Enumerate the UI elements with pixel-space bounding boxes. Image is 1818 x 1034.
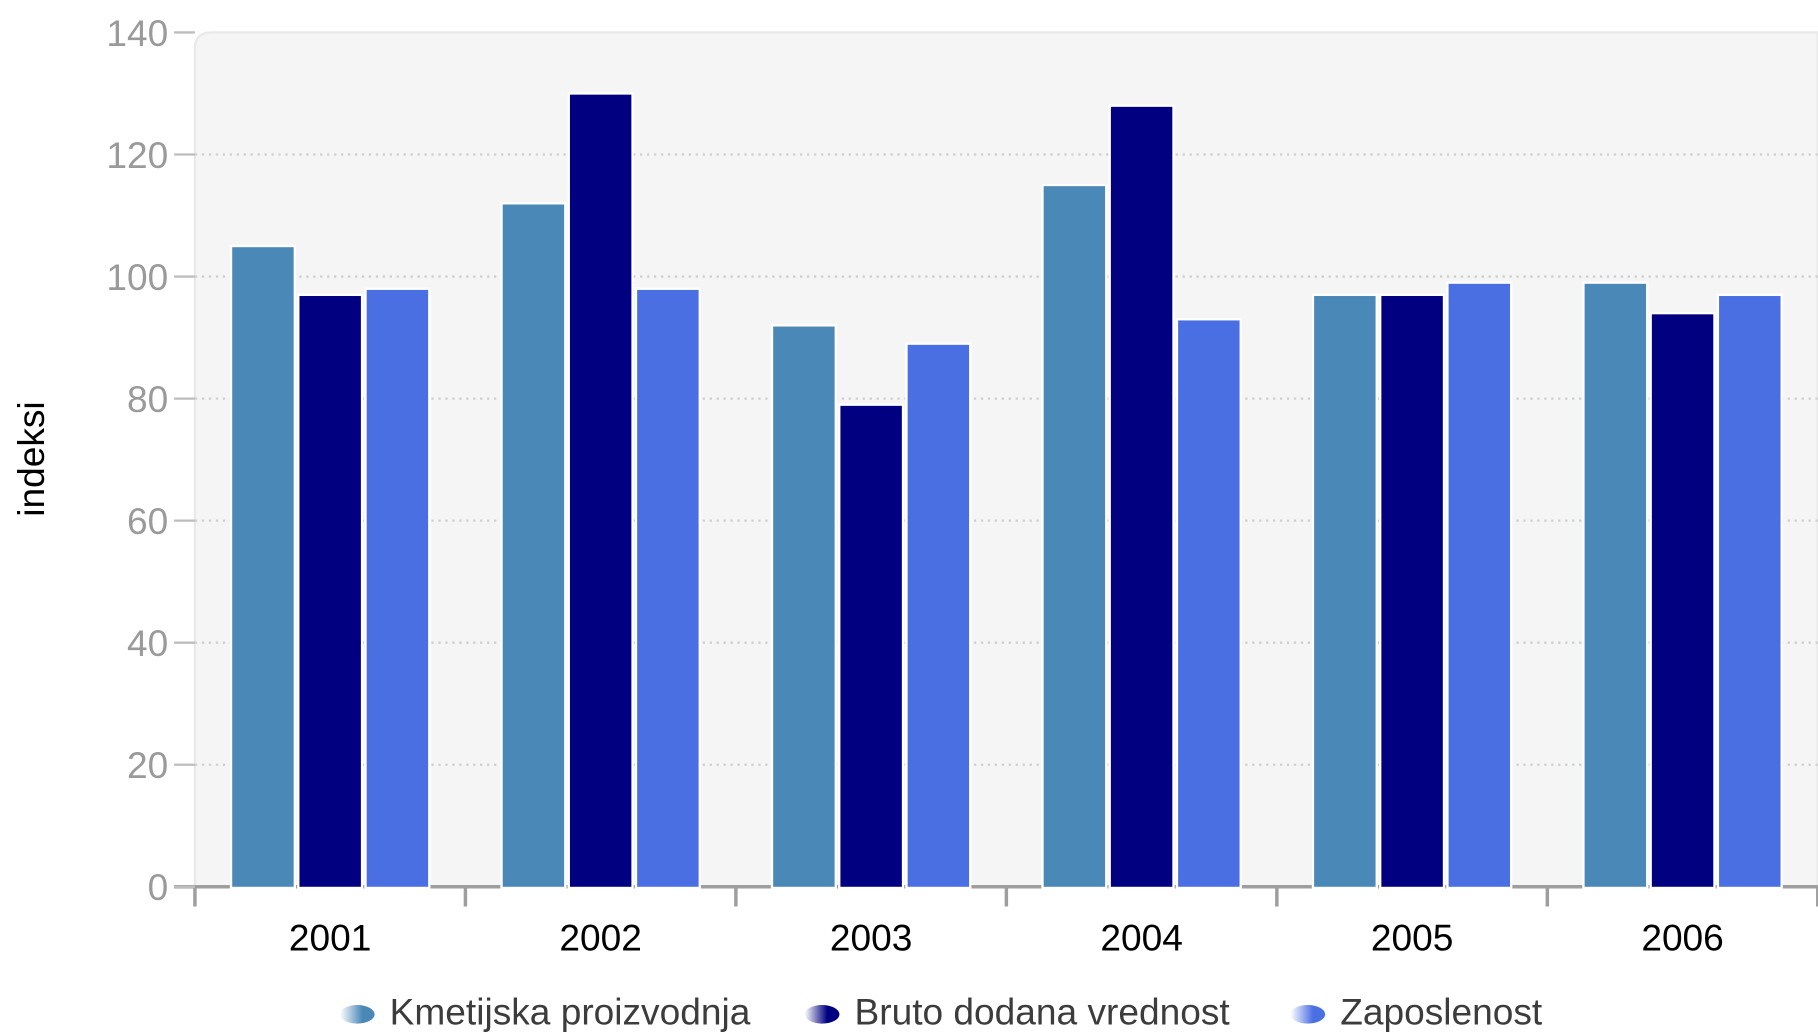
y-axis-title: indeksi	[10, 401, 52, 516]
x-tick-label-2003: 2003	[830, 917, 912, 959]
bar-bruto-dodana-vrednost-2001	[297, 293, 364, 890]
bar-bruto-dodana-vrednost-2002	[567, 92, 634, 890]
bar-zaposlenost-2001	[364, 287, 431, 890]
bar-zaposlenost-2006	[1716, 293, 1783, 890]
y-tick-label-60: 60	[127, 500, 168, 542]
x-tick-label-2005: 2005	[1371, 917, 1453, 959]
y-axis: 0 20 40 60 80 100 120 140	[106, 12, 195, 908]
x-tick-label-2004: 2004	[1100, 917, 1182, 959]
plot-background	[193, 31, 1818, 888]
y-tick-label-20: 20	[127, 744, 168, 786]
bar-kmetijska-proizvodnja-2004	[1041, 183, 1108, 890]
x-tick-label-2002: 2002	[559, 917, 641, 959]
y-tick-label-80: 80	[127, 378, 168, 420]
bar-kmetijska-proizvodnja-2006	[1582, 281, 1649, 890]
x-tick-label-2006: 2006	[1641, 917, 1723, 959]
y-tick-label-100: 100	[106, 256, 168, 298]
legend-label-kmetijska-proizvodnja: Kmetijska proizvodnja	[390, 991, 751, 1033]
y-tick-label-120: 120	[106, 134, 168, 176]
bar-bruto-dodana-vrednost-2004	[1108, 104, 1175, 890]
y-tick-label-40: 40	[127, 622, 168, 664]
bar-zaposlenost-2002	[634, 287, 701, 890]
bar-zaposlenost-2003	[905, 342, 972, 890]
y-tick-label-140: 140	[106, 12, 168, 54]
bar-kmetijska-proizvodnja-2002	[500, 202, 567, 890]
bar-zaposlenost-2005	[1446, 281, 1513, 890]
bars	[229, 92, 1783, 890]
bar-bruto-dodana-vrednost-2003	[838, 403, 905, 890]
legend-marker-zaposlenost	[1290, 1005, 1326, 1024]
legend-item-kmetijska-proizvodnja: Kmetijska proizvodnja	[339, 991, 751, 1033]
legend-marker-kmetijska-proizvodnja	[339, 1005, 375, 1024]
x-axis: 2001 2002 2003 2004 2005 2006	[193, 886, 1818, 959]
legend-marker-bruto-dodana-vrednost	[804, 1005, 840, 1024]
y-tick-label-0: 0	[148, 866, 169, 908]
bar-kmetijska-proizvodnja-2003	[770, 324, 837, 890]
bar-kmetijska-proizvodnja-2005	[1311, 293, 1378, 890]
bar-bruto-dodana-vrednost-2006	[1649, 312, 1716, 890]
legend-label-bruto-dodana-vrednost: Bruto dodana vrednost	[855, 991, 1231, 1033]
x-tick-label-2001: 2001	[289, 917, 371, 959]
bar-kmetijska-proizvodnja-2001	[229, 244, 296, 890]
legend: Kmetijska proizvodnja Bruto dodana vredno…	[339, 991, 1543, 1033]
legend-item-zaposlenost: Zaposlenost	[1290, 991, 1543, 1033]
bar-zaposlenost-2004	[1175, 318, 1242, 890]
legend-item-bruto-dodana-vrednost: Bruto dodana vrednost	[804, 991, 1231, 1033]
legend-label-zaposlenost: Zaposlenost	[1340, 991, 1543, 1033]
bar-bruto-dodana-vrednost-2005	[1379, 293, 1446, 890]
